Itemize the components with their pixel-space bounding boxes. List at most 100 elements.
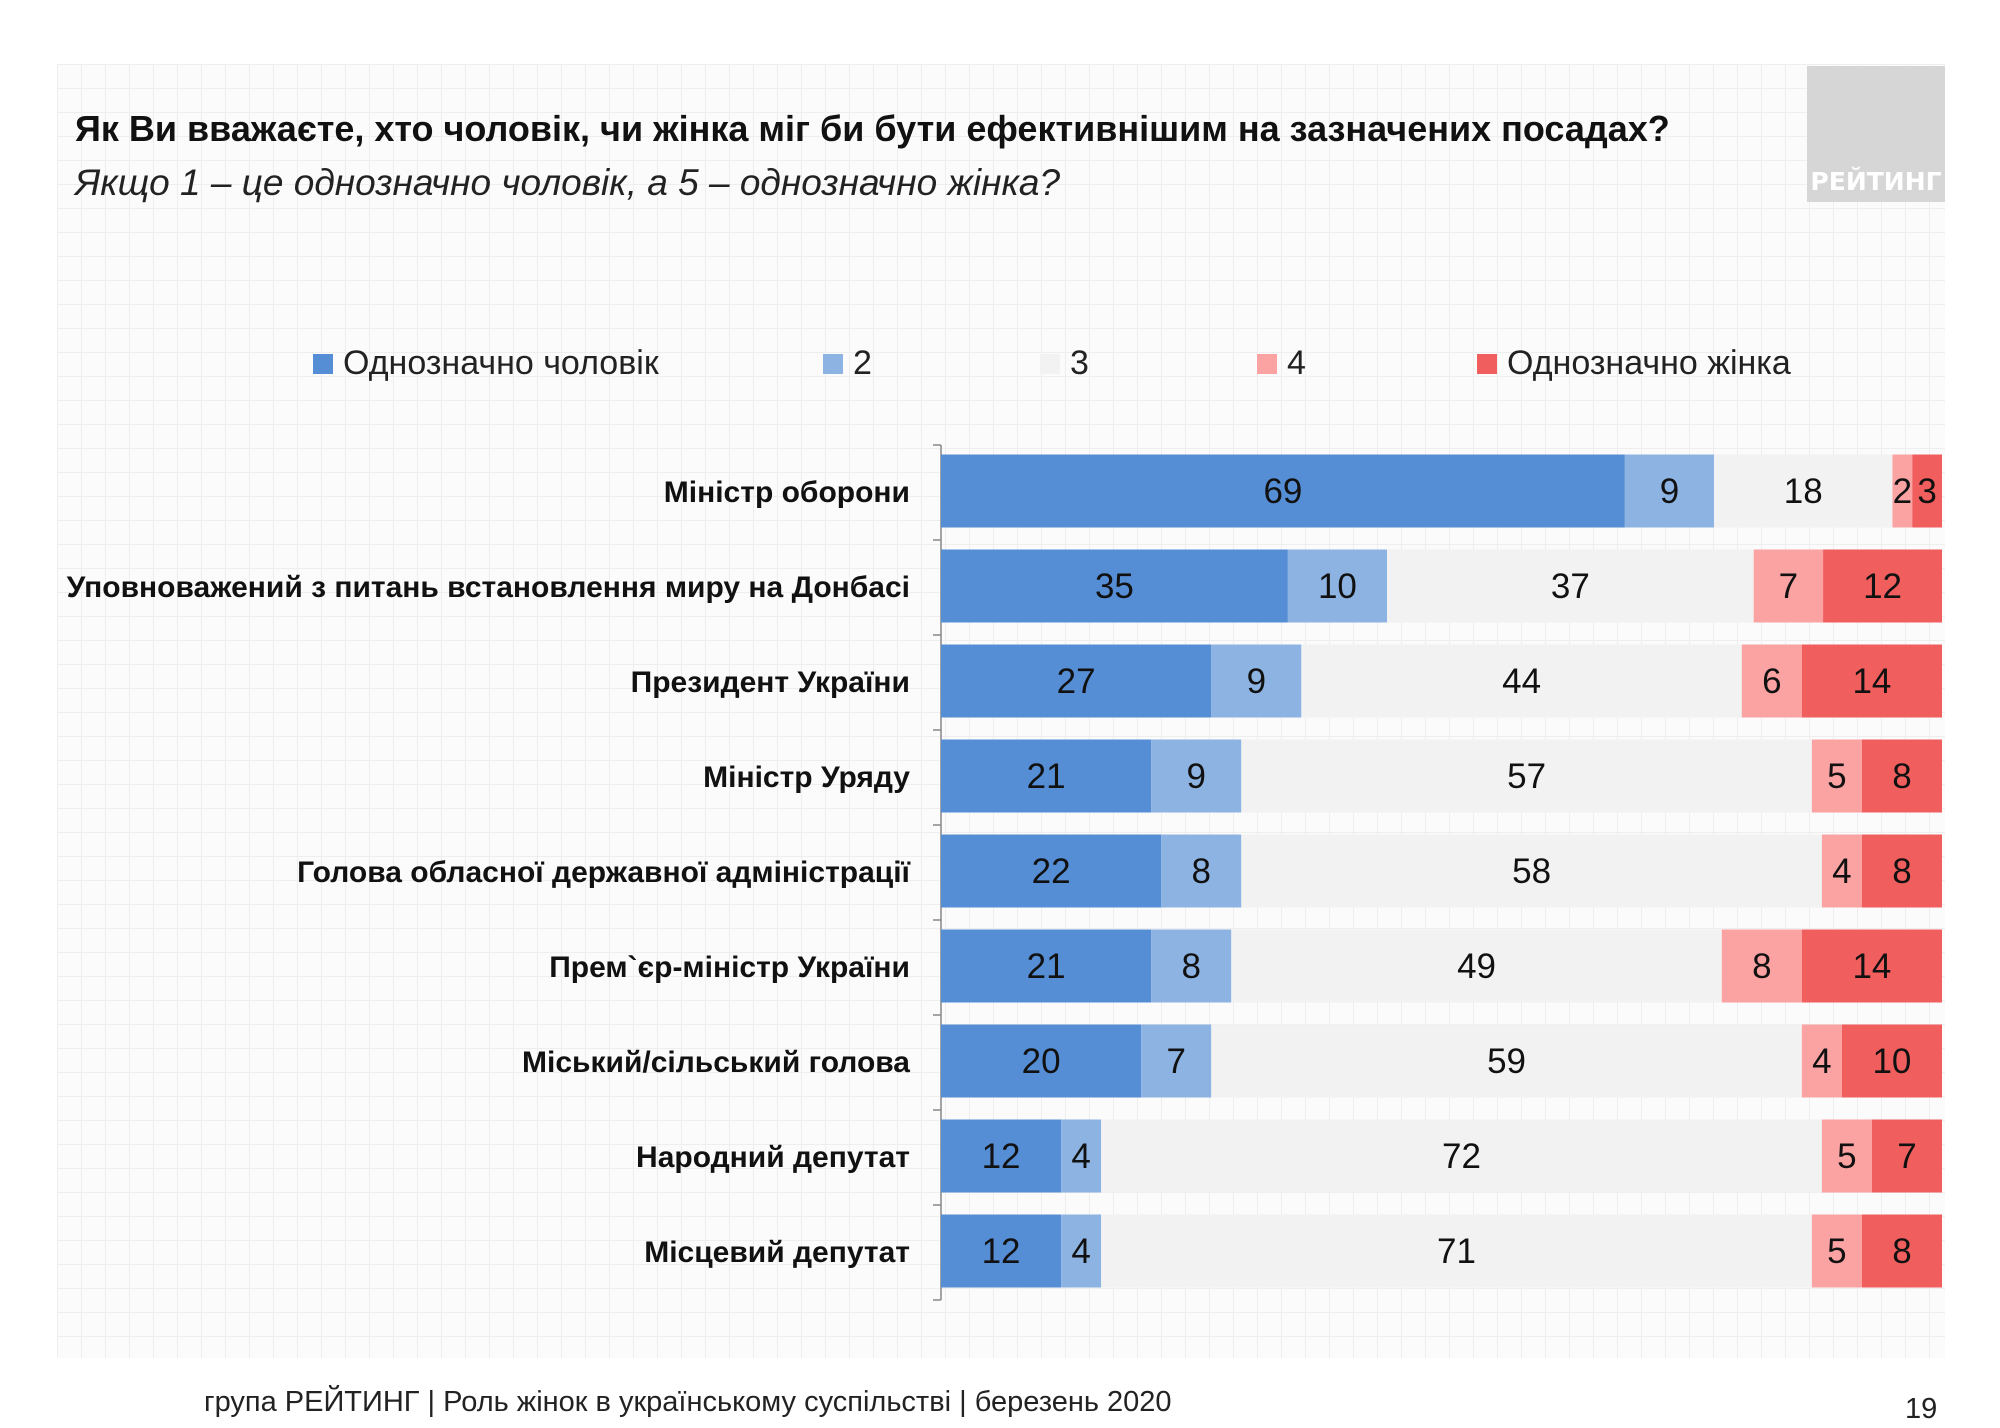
bar-segment (1161, 834, 1242, 908)
logo-text: РЕЙТИНГ (1810, 167, 1942, 196)
bar-segment (1101, 1119, 1822, 1193)
bar-segment (1624, 454, 1715, 528)
data-label: 12 (982, 1137, 1021, 1176)
bar-segment (941, 1119, 1062, 1193)
bar-segment (1801, 1024, 1842, 1098)
bar-segment (1753, 549, 1824, 623)
bar-segment (1871, 1119, 1942, 1193)
bar-segment (1211, 1024, 1802, 1098)
page-number: 19 (1905, 1393, 1938, 1425)
bar-segment (941, 549, 1288, 623)
bar-segment (941, 739, 1152, 813)
category-label: Народний депутат (636, 1141, 910, 1174)
data-label: 6 (1762, 662, 1781, 701)
chart-subtitle: Якщо 1 – це однозначно чоловік, а 5 – од… (75, 162, 1061, 203)
bar-segment (1386, 549, 1754, 623)
bar-segment (1811, 739, 1862, 813)
category-label: Прем`єр-міністр України (549, 951, 910, 984)
bar-segment (1892, 454, 1913, 528)
bar-segment (941, 1214, 1062, 1288)
bar-segment (1101, 1214, 1812, 1288)
bar-segment (1714, 454, 1893, 528)
bar-segment (1861, 834, 1942, 908)
bar-segment (1741, 644, 1802, 718)
bar-segment (941, 644, 1212, 718)
data-label: 9 (1247, 662, 1266, 701)
data-label: 4 (1071, 1232, 1090, 1271)
category-label: Місцевий депутат (644, 1236, 910, 1269)
bar-segment (941, 929, 1152, 1003)
data-label: 9 (1660, 472, 1679, 511)
legend-item: 3 (1040, 344, 1089, 383)
data-label: 22 (1032, 852, 1071, 891)
category-label: Міський/сільський голова (522, 1046, 910, 1079)
data-label: 2 (1893, 472, 1912, 511)
data-label: 44 (1502, 662, 1541, 701)
data-label: 8 (1892, 1232, 1911, 1271)
bar-segment (941, 454, 1625, 528)
legend-swatch (1040, 353, 1060, 374)
data-label: 58 (1512, 852, 1551, 891)
rating-logo: РЕЙТИНГ (1807, 66, 1945, 202)
data-label: 12 (1863, 567, 1902, 606)
legend-label: 2 (853, 344, 872, 382)
legend-item: Однозначно жінка (1477, 344, 1791, 383)
data-label: 72 (1442, 1137, 1481, 1176)
data-label: 8 (1182, 947, 1201, 986)
data-label: 69 (1263, 472, 1302, 511)
bar-segment (1301, 644, 1742, 718)
category-label: Президент України (631, 666, 910, 699)
data-label: 20 (1022, 1042, 1061, 1081)
legend-swatch (823, 353, 843, 374)
data-label: 27 (1057, 662, 1096, 701)
bar-segment (1801, 644, 1942, 718)
bar-segment (1811, 1214, 1862, 1288)
data-label: 10 (1872, 1042, 1911, 1081)
data-label: 5 (1837, 1137, 1856, 1176)
data-label: 14 (1852, 947, 1891, 986)
data-label: 4 (1071, 1137, 1090, 1176)
bar-segment (1823, 549, 1942, 623)
data-label: 7 (1897, 1137, 1916, 1176)
data-label: 7 (1167, 1042, 1186, 1081)
bar-segment (1061, 1214, 1102, 1288)
legend-swatch (1257, 353, 1277, 374)
legend-label: Однозначно чоловік (343, 344, 659, 382)
category-label: Уповноважений з питань встановлення миру… (67, 571, 910, 604)
bar-segment (1801, 929, 1942, 1003)
bar-segment (941, 1024, 1142, 1098)
bar-segment (1861, 1214, 1942, 1288)
bar-segment (1841, 1024, 1942, 1098)
data-label: 57 (1507, 757, 1546, 796)
chart-title: Як Ви вважаєте, хто чоловік, чи жінка мі… (75, 108, 1670, 149)
bar-segment (1151, 739, 1242, 813)
category-label: Міністр оборони (664, 476, 910, 509)
category-label: Міністр Уряду (703, 761, 910, 794)
data-label: 7 (1779, 567, 1798, 606)
data-label: 9 (1187, 757, 1206, 796)
data-label: 12 (982, 1232, 1021, 1271)
data-label: 37 (1551, 567, 1590, 606)
data-label: 10 (1318, 567, 1357, 606)
data-label: 8 (1892, 757, 1911, 796)
bar-segment (1151, 929, 1232, 1003)
bar-segment (1861, 739, 1942, 813)
bar-segment (1231, 929, 1722, 1003)
bar-segment (1211, 644, 1302, 718)
data-label: 18 (1784, 472, 1823, 511)
data-label: 21 (1027, 757, 1066, 796)
bar-segment (1821, 1119, 1872, 1193)
legend-item: 2 (823, 344, 872, 383)
data-label: 5 (1827, 757, 1846, 796)
bar-segment (1241, 739, 1812, 813)
data-label: 5 (1827, 1232, 1846, 1271)
bar-segment (1821, 834, 1862, 908)
data-label: 59 (1487, 1042, 1526, 1081)
data-label: 8 (1192, 852, 1211, 891)
data-label: 14 (1852, 662, 1891, 701)
bar-segment (1241, 834, 1822, 908)
data-label: 49 (1457, 947, 1496, 986)
bar-segment (941, 834, 1162, 908)
data-label: 8 (1752, 947, 1771, 986)
